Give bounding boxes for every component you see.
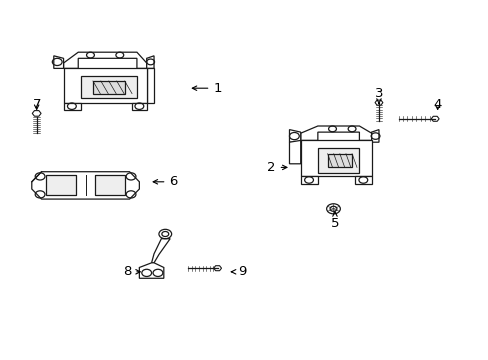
Text: 8: 8 [122,265,140,278]
Polygon shape [132,103,146,110]
Polygon shape [317,148,359,173]
Polygon shape [213,266,221,271]
Polygon shape [54,56,63,68]
Polygon shape [300,176,317,184]
Polygon shape [430,116,438,121]
Polygon shape [146,56,154,68]
Polygon shape [63,52,146,68]
Polygon shape [354,176,371,184]
Text: 4: 4 [432,98,441,111]
Polygon shape [32,111,41,116]
Polygon shape [151,239,170,263]
Polygon shape [63,103,81,110]
Text: 5: 5 [330,211,339,230]
Text: 7: 7 [32,98,41,111]
Polygon shape [374,100,382,105]
Polygon shape [63,68,146,103]
Polygon shape [300,126,371,140]
Polygon shape [289,130,300,142]
Text: 1: 1 [192,82,222,95]
Text: 3: 3 [374,87,383,103]
Polygon shape [327,154,351,167]
Polygon shape [81,76,137,98]
Polygon shape [146,68,154,103]
Text: 9: 9 [231,265,246,278]
Polygon shape [32,172,139,199]
Text: 2: 2 [266,161,286,174]
Polygon shape [139,263,163,278]
Polygon shape [300,140,371,176]
Polygon shape [46,175,76,195]
Text: 6: 6 [153,175,178,188]
Polygon shape [289,140,300,164]
Polygon shape [371,130,378,142]
Polygon shape [93,81,124,94]
Polygon shape [95,175,124,195]
